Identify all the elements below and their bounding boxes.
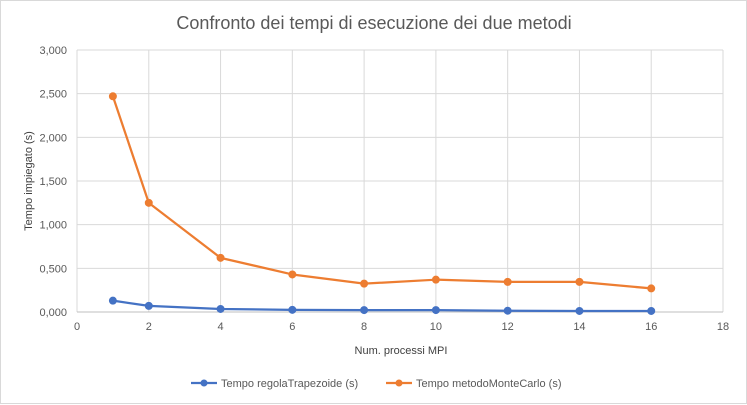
y-tick-label: 0,500 <box>39 263 67 275</box>
y-tick-label: 2,500 <box>39 89 67 101</box>
series-2-point <box>144 198 153 207</box>
y-tick-label: 3,000 <box>39 45 67 57</box>
x-tick-label: 16 <box>645 321 657 333</box>
x-tick-label: 18 <box>717 321 729 333</box>
legend: Tempo regolaTrapezoide (s) Tempo metodoMo… <box>191 378 562 390</box>
series-1-point <box>288 305 297 314</box>
legend-label-2: Tempo metodoMonteCarlo (s) <box>416 378 562 390</box>
series-line-2 <box>111 95 652 290</box>
series-2-point <box>503 277 512 286</box>
x-tick-label: 6 <box>289 321 295 333</box>
legend-label-1: Tempo regolaTrapezoide (s) <box>221 378 358 390</box>
series-1-point <box>431 306 440 315</box>
series-1-point <box>503 306 512 315</box>
series-1-point <box>216 304 225 313</box>
y-axis-title: Tempo impiegato (s) <box>23 131 35 231</box>
x-tick-label: 14 <box>573 321 585 333</box>
gridlines <box>76 49 724 312</box>
y-axis-tick-labels: 0,000 0,500 1,000 1,500 2,000 2,500 3,000 <box>39 45 67 319</box>
chart-title: Confronto dei tempi di esecuzione dei du… <box>176 13 571 33</box>
legend-marker-1 <box>200 379 208 387</box>
y-tick-label: 2,000 <box>39 132 67 144</box>
series-1-point <box>647 306 656 315</box>
y-tick-label: 1,500 <box>39 176 67 188</box>
x-tick-label: 8 <box>361 321 367 333</box>
y-tick-label: 0,000 <box>39 307 67 319</box>
series-2-point <box>431 275 440 284</box>
x-tick-label: 4 <box>217 321 223 333</box>
series-2-point <box>288 270 297 279</box>
series-2-point <box>647 284 656 293</box>
series-2-point <box>360 279 369 288</box>
x-tick-label: 10 <box>430 321 442 333</box>
y-tick-label: 1,000 <box>39 220 67 232</box>
series-1-point <box>575 306 584 315</box>
series-1-point <box>144 301 153 310</box>
legend-marker-2 <box>395 379 403 387</box>
x-tick-label: 0 <box>74 321 80 333</box>
series-group <box>108 92 656 315</box>
series-1-point <box>108 296 117 305</box>
series-line-1 <box>112 299 652 313</box>
x-tick-label: 2 <box>146 321 152 333</box>
x-axis-title: Num. processi MPI <box>355 345 448 357</box>
series-1-point <box>360 306 369 315</box>
series-2-point <box>575 277 584 286</box>
series-2-point <box>108 92 117 101</box>
x-tick-label: 12 <box>502 321 514 333</box>
x-axis-tick-labels: 0 2 4 6 8 10 12 14 16 18 <box>74 321 729 333</box>
series-2-point <box>216 253 225 262</box>
